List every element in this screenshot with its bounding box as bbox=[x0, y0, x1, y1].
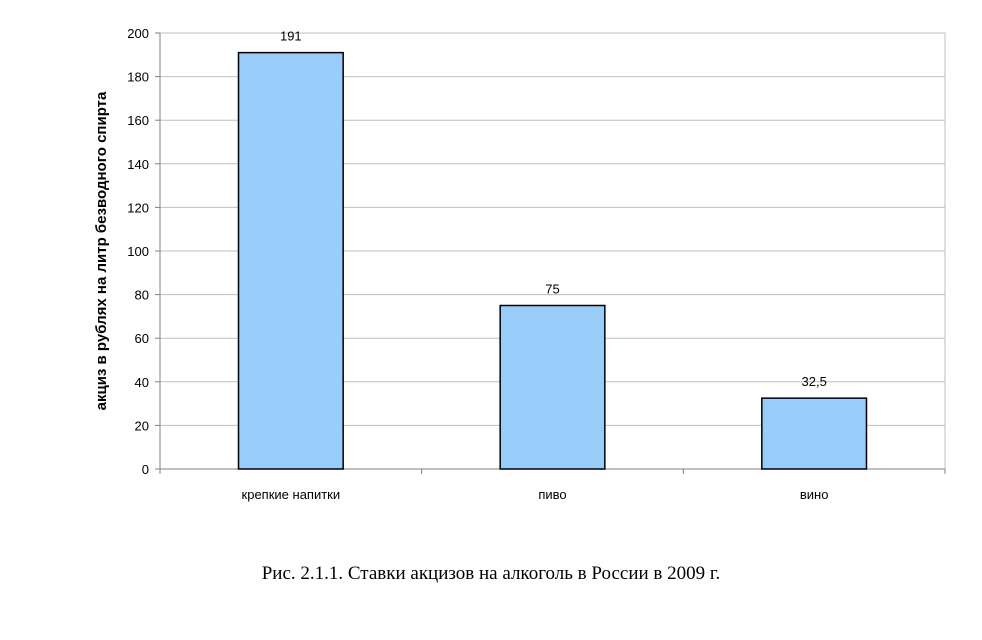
bar bbox=[761, 397, 868, 470]
y-tick-label: 0 bbox=[142, 462, 149, 477]
bars bbox=[237, 51, 868, 470]
data-label: 191 bbox=[280, 29, 302, 44]
y-tick-label: 160 bbox=[127, 113, 149, 128]
y-tick-label: 200 bbox=[127, 26, 149, 41]
bar-chart: 0 20 40 60 80 100 120 140 160 180 200 191 75 32,5 кр… bbox=[93, 26, 946, 502]
data-label: 32,5 bbox=[802, 374, 827, 389]
y-tick-labels: 0 20 40 60 80 100 120 140 160 180 200 bbox=[127, 26, 149, 477]
category-label: крепкие напитки bbox=[242, 487, 341, 502]
y-tick-label: 40 bbox=[135, 375, 149, 390]
figure-caption: Рис. 2.1.1. Ставки акцизов на алкоголь в… bbox=[261, 563, 721, 584]
bar bbox=[237, 51, 344, 470]
y-tick-label: 80 bbox=[135, 288, 149, 303]
bar bbox=[499, 304, 606, 470]
y-tick-label: 120 bbox=[127, 200, 149, 215]
data-labels: 191 75 32,5 bbox=[280, 29, 827, 390]
y-axis-label: акциз в рублях на литр безводного спирта bbox=[93, 91, 110, 410]
category-labels: крепкие напитки пиво вино bbox=[242, 487, 829, 502]
category-label: вино bbox=[800, 487, 829, 502]
y-tick-label: 20 bbox=[135, 418, 149, 433]
y-tick-label: 180 bbox=[127, 70, 149, 85]
data-label: 75 bbox=[545, 282, 559, 297]
y-tick-label: 140 bbox=[127, 157, 149, 172]
y-tick-label: 60 bbox=[135, 331, 149, 346]
y-tick-label: 100 bbox=[127, 244, 149, 259]
category-label: пиво bbox=[538, 487, 566, 502]
